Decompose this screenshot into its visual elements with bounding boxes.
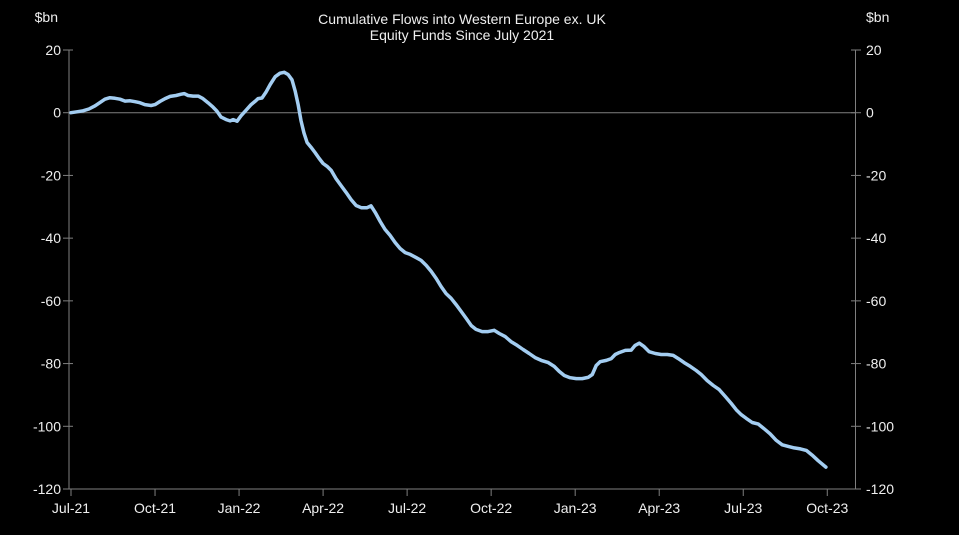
- y-tick-label-left: -120: [33, 481, 61, 497]
- y-tick-label-left: -80: [41, 356, 61, 372]
- y-tick-label-right: -40: [866, 230, 886, 246]
- y-tick-label-right: -60: [866, 293, 886, 309]
- y-tick-label-left: -60: [41, 293, 61, 309]
- y-tick-label-left: -40: [41, 230, 61, 246]
- axes-layer: [63, 49, 861, 496]
- y-tick-label-left: 0: [53, 105, 61, 121]
- y-axis-unit-left: $bn: [35, 9, 58, 25]
- x-tick-label: Apr-22: [302, 500, 344, 516]
- y-tick-label-right: -20: [866, 167, 886, 183]
- y-tick-label-right: -120: [866, 481, 894, 497]
- x-tick-label: Jan-23: [554, 500, 597, 516]
- x-tick-label: Oct-21: [134, 500, 176, 516]
- y-tick-label-right: 20: [866, 42, 882, 58]
- y-tick-label-right: -80: [866, 356, 886, 372]
- x-tick-label: Oct-22: [470, 500, 512, 516]
- y-tick-label-left: 20: [45, 42, 61, 58]
- x-tick-label: Jul-23: [724, 500, 762, 516]
- x-tick-label: Jul-21: [52, 500, 90, 516]
- y-tick-label-left: -20: [41, 167, 61, 183]
- y-tick-label-left: -100: [33, 418, 61, 434]
- chart-title-line1: Cumulative Flows into Western Europe ex.…: [318, 11, 606, 27]
- y-tick-label-right: -100: [866, 418, 894, 434]
- x-tick-label: Oct-23: [806, 500, 848, 516]
- chart-title-line2: Equity Funds Since July 2021: [370, 27, 555, 43]
- x-tick-label: Jul-22: [388, 500, 426, 516]
- x-tick-label: Jan-22: [218, 500, 261, 516]
- y-tick-label-right: 0: [866, 105, 874, 121]
- x-tick-label: Apr-23: [638, 500, 680, 516]
- tick-label-layer: 20 20 0 0 -20 -20 -40 -40 -60 -60 -80 -80 -100 -100 -1…: [33, 42, 894, 516]
- cumulative-flows-line: [69, 70, 828, 469]
- y-axis-unit-right: $bn: [866, 9, 889, 25]
